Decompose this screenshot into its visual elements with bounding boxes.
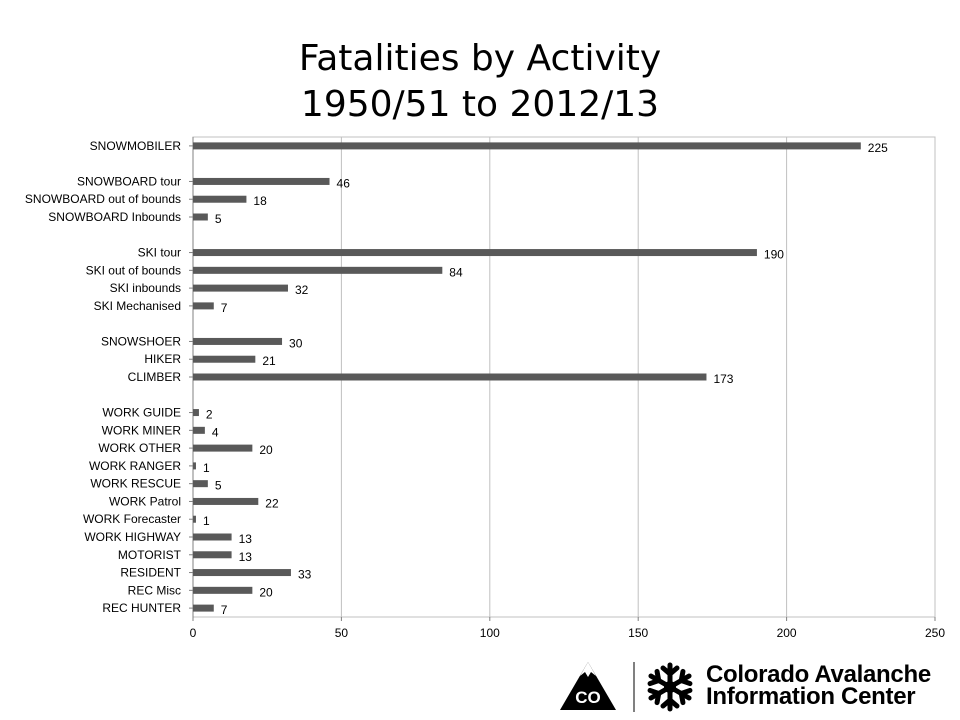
bars bbox=[193, 142, 861, 612]
value-label: 5 bbox=[215, 212, 222, 226]
value-label: 2 bbox=[206, 408, 213, 422]
bar bbox=[193, 142, 861, 150]
value-label: 20 bbox=[259, 443, 273, 457]
bar bbox=[193, 497, 259, 505]
value-labels: 2254618519084327302117324201522113133320… bbox=[203, 141, 888, 617]
bar bbox=[193, 569, 291, 577]
category-label: SKI inbounds bbox=[110, 281, 181, 295]
x-tick-label: 50 bbox=[335, 626, 349, 640]
category-label: HIKER bbox=[144, 352, 181, 366]
bar bbox=[193, 213, 208, 221]
logo-line-1: Colorado Avalanche bbox=[706, 661, 931, 688]
x-tick-label: 150 bbox=[628, 626, 648, 640]
category-label: SNOWMOBILER bbox=[90, 139, 182, 153]
x-tick-label: 200 bbox=[777, 626, 797, 640]
value-label: 46 bbox=[337, 176, 351, 190]
category-label: RESIDENT bbox=[120, 566, 181, 580]
bar bbox=[193, 444, 253, 452]
category-label: MOTORIST bbox=[118, 548, 182, 562]
category-label: CLIMBER bbox=[128, 370, 182, 384]
bar bbox=[193, 480, 208, 488]
x-tick-label: 100 bbox=[480, 626, 500, 640]
category-label: SNOWBOARD out of bounds bbox=[25, 192, 181, 206]
value-label: 84 bbox=[449, 265, 463, 279]
category-label: SKI out of bounds bbox=[86, 263, 181, 277]
category-label: SNOWBOARD Inbounds bbox=[48, 210, 181, 224]
snowflake-icon bbox=[647, 662, 693, 712]
bar bbox=[193, 515, 196, 523]
x-tick-label: 250 bbox=[925, 626, 945, 640]
category-label: SKI tour bbox=[138, 246, 181, 260]
category-label: WORK MINER bbox=[102, 423, 182, 437]
category-label: WORK RESCUE bbox=[90, 477, 181, 491]
value-label: 33 bbox=[298, 568, 312, 582]
category-label: REC Misc bbox=[128, 583, 181, 597]
bar bbox=[193, 586, 253, 594]
category-label: REC HUNTER bbox=[102, 601, 181, 615]
value-label: 21 bbox=[262, 354, 276, 368]
x-axis-ticks: 0 50 100 150 200 250 bbox=[189, 145, 945, 640]
bar bbox=[193, 462, 196, 470]
value-label: 225 bbox=[868, 141, 888, 155]
value-label: 18 bbox=[253, 194, 267, 208]
value-label: 4 bbox=[212, 425, 219, 439]
category-label: WORK OTHER bbox=[98, 441, 181, 455]
bar bbox=[193, 533, 232, 541]
mountain-label: CO bbox=[575, 688, 601, 707]
bar bbox=[193, 604, 214, 612]
bar bbox=[193, 355, 256, 363]
value-label: 5 bbox=[215, 479, 222, 493]
logo-text: Colorado Avalanche Information Center bbox=[706, 661, 931, 710]
category-labels: SNOWMOBILER SNOWBOARD tour SNOWBOARD out o… bbox=[25, 139, 182, 615]
chart-title: Fatalities by Activity 1950/51 to 2012/1… bbox=[0, 36, 960, 128]
value-label: 1 bbox=[203, 514, 210, 528]
value-label: 190 bbox=[764, 248, 784, 262]
category-label: SNOWSHOER bbox=[101, 334, 181, 348]
bar bbox=[193, 337, 283, 345]
value-label: 1 bbox=[203, 461, 210, 475]
value-label: 22 bbox=[265, 496, 279, 510]
bar bbox=[193, 409, 199, 417]
bar bbox=[193, 426, 205, 434]
value-label: 7 bbox=[221, 301, 228, 315]
value-label: 32 bbox=[295, 283, 309, 297]
category-label: WORK Patrol bbox=[109, 494, 181, 508]
chart-title-line-2: 1950/51 to 2012/13 bbox=[300, 84, 660, 125]
logo-line-2: Information Center bbox=[706, 683, 916, 710]
caic-logo: CO bbox=[560, 662, 693, 712]
mountain-icon: CO bbox=[560, 662, 616, 710]
category-label: WORK HIGHWAY bbox=[84, 530, 181, 544]
category-label: SNOWBOARD tour bbox=[77, 174, 181, 188]
bar bbox=[193, 284, 288, 292]
chart-title-line-1: Fatalities by Activity bbox=[298, 38, 662, 79]
bar bbox=[193, 302, 214, 310]
bar bbox=[193, 551, 232, 559]
value-label: 30 bbox=[289, 336, 303, 350]
category-label: WORK RANGER bbox=[89, 459, 181, 473]
x-tick-label: 0 bbox=[190, 626, 197, 640]
category-label: WORK GUIDE bbox=[102, 406, 181, 420]
bar bbox=[193, 373, 707, 381]
bar bbox=[193, 195, 247, 203]
bar-chart: SNOWMOBILER SNOWBOARD tour SNOWBOARD out o… bbox=[25, 136, 945, 640]
value-label: 20 bbox=[259, 585, 273, 599]
category-label: SKI Mechanised bbox=[94, 299, 181, 313]
value-label: 13 bbox=[239, 550, 253, 564]
bar bbox=[193, 177, 330, 185]
bar bbox=[193, 249, 757, 257]
value-label: 13 bbox=[239, 532, 253, 546]
value-label: 173 bbox=[713, 372, 733, 386]
value-label: 7 bbox=[221, 603, 228, 617]
bar bbox=[193, 266, 443, 274]
category-label: WORK Forecaster bbox=[83, 512, 181, 526]
